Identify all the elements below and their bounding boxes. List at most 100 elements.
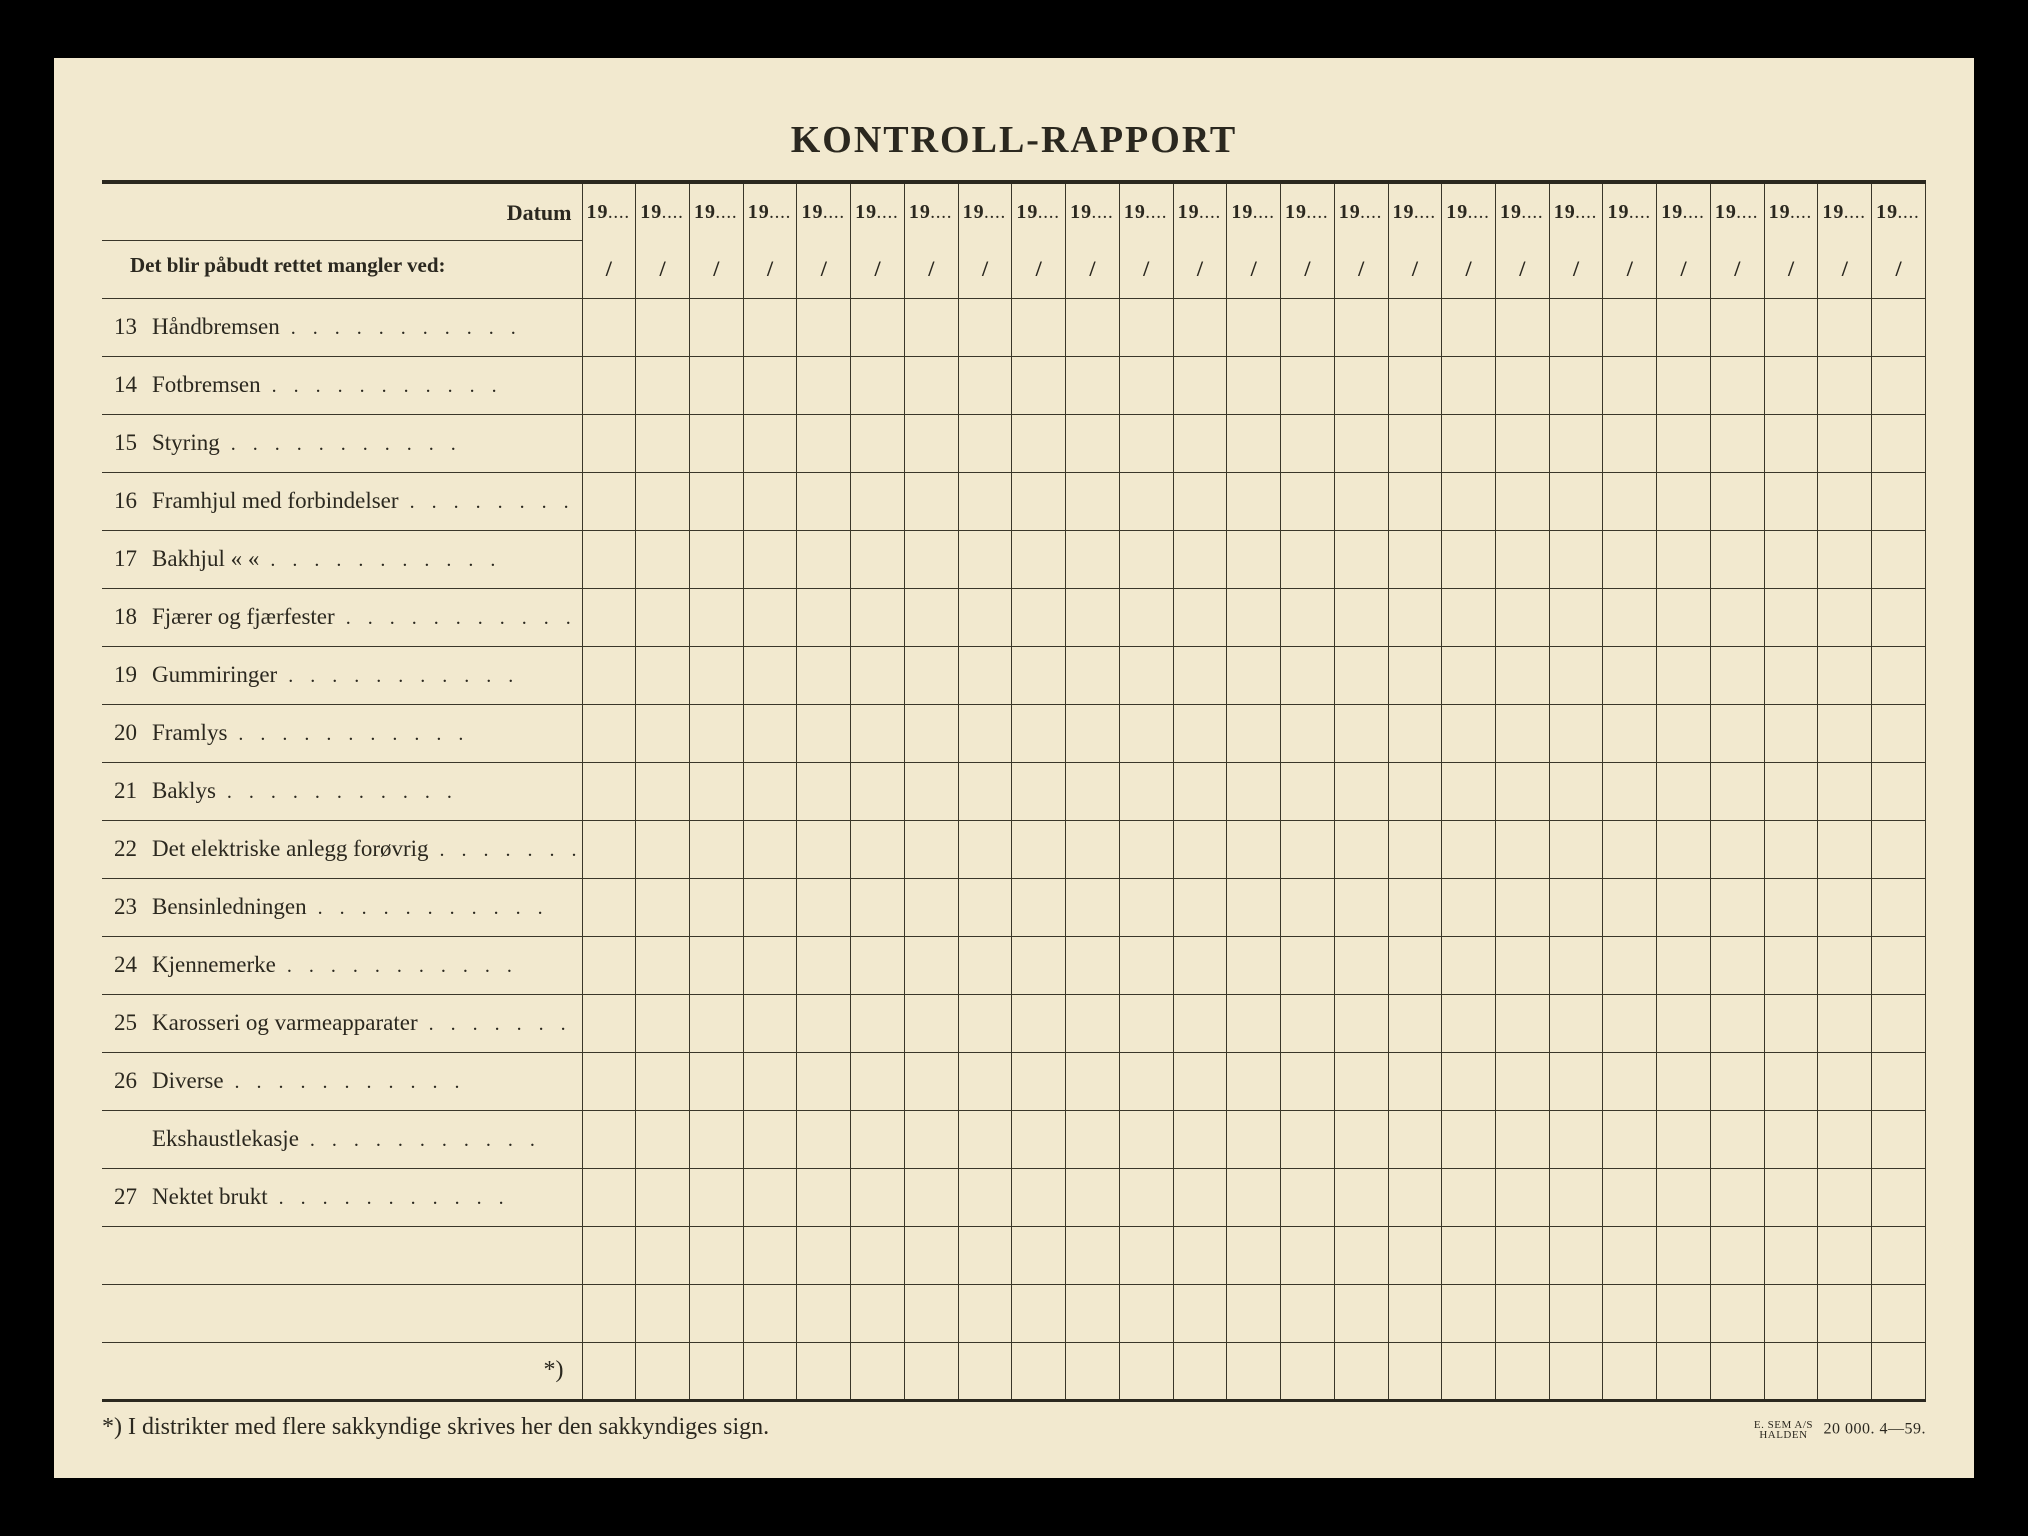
grid-cell (1012, 1226, 1066, 1284)
grid-cell (636, 1284, 690, 1342)
grid-cell (1066, 1168, 1120, 1226)
grid-cell (1388, 530, 1442, 588)
grid-cell (1227, 530, 1281, 588)
row-label: 21Baklys . . . . . . . . . . . (102, 762, 582, 820)
grid-cell (1066, 994, 1120, 1052)
row-label (102, 1226, 582, 1284)
grid-cell (636, 762, 690, 820)
grid-cell (743, 704, 797, 762)
grid-cell (1872, 646, 1926, 704)
grid-cell (1281, 994, 1335, 1052)
grid-cell (1119, 1284, 1173, 1342)
grid-cell (904, 1284, 958, 1342)
grid-cell (1818, 530, 1872, 588)
grid-cell (797, 1226, 851, 1284)
grid-cell (743, 356, 797, 414)
grid-cell (1119, 994, 1173, 1052)
grid-cell (1281, 1052, 1335, 1110)
grid-cell (1334, 1052, 1388, 1110)
date-col-year: 19.... (958, 182, 1012, 240)
grid-cell (1657, 1052, 1711, 1110)
grid-cell (1227, 994, 1281, 1052)
grid-cell (1872, 994, 1926, 1052)
grid-cell (1334, 646, 1388, 704)
grid-cell (904, 994, 958, 1052)
grid-cell (1442, 472, 1496, 530)
grid-cell (1066, 414, 1120, 472)
grid-cell (1227, 878, 1281, 936)
grid-cell (1710, 1052, 1764, 1110)
grid-cell (1872, 704, 1926, 762)
grid-cell (1066, 1284, 1120, 1342)
table-row: 20Framlys . . . . . . . . . . . (102, 704, 1926, 762)
grid-cell (1442, 414, 1496, 472)
grid-cell (1388, 298, 1442, 356)
table-row: 25Karosseri og varmeapparater . . . . . … (102, 994, 1926, 1052)
grid-cell (1549, 820, 1603, 878)
table-row: 24Kjennemerke . . . . . . . . . . . (102, 936, 1926, 994)
grid-cell (851, 298, 905, 356)
grid-cell (1334, 1284, 1388, 1342)
grid-cell (1281, 472, 1335, 530)
grid-cell (1872, 1226, 1926, 1284)
grid-cell (1119, 298, 1173, 356)
grid-cell (1119, 588, 1173, 646)
grid-cell (636, 994, 690, 1052)
grid-cell (1710, 356, 1764, 414)
grid-cell (636, 472, 690, 530)
grid-cell (689, 646, 743, 704)
grid-cell (1334, 588, 1388, 646)
grid-cell (1495, 762, 1549, 820)
signature-row: *) (102, 1342, 1926, 1400)
grid-cell (958, 1168, 1012, 1226)
grid-cell (1549, 936, 1603, 994)
grid-cell (1549, 762, 1603, 820)
grid-cell (797, 414, 851, 472)
grid-cell (1388, 1052, 1442, 1110)
grid-cell (851, 1226, 905, 1284)
grid-cell (1066, 878, 1120, 936)
table-row (102, 1284, 1926, 1342)
grid-cell (797, 878, 851, 936)
grid-cell (904, 298, 958, 356)
date-col-slash: / (1495, 240, 1549, 298)
grid-cell (1657, 356, 1711, 414)
date-col-slash: / (1227, 240, 1281, 298)
grid-cell (743, 994, 797, 1052)
grid-cell (1281, 298, 1335, 356)
grid-cell (1119, 1342, 1173, 1400)
grid-cell (851, 820, 905, 878)
grid-cell (1227, 588, 1281, 646)
grid-cell (958, 356, 1012, 414)
grid-cell (1603, 1342, 1657, 1400)
grid-cell (743, 762, 797, 820)
grid-cell (1818, 472, 1872, 530)
grid-cell (1173, 1342, 1227, 1400)
grid-cell (689, 1052, 743, 1110)
grid-cell (1818, 936, 1872, 994)
grid-cell (1657, 530, 1711, 588)
grid-cell (797, 1052, 851, 1110)
grid-cell (743, 1110, 797, 1168)
grid-cell (1173, 1052, 1227, 1110)
grid-cell (1334, 820, 1388, 878)
grid-cell (1818, 298, 1872, 356)
table-row: 23Bensinledningen . . . . . . . . . . . (102, 878, 1926, 936)
grid-cell (1442, 1052, 1496, 1110)
grid-cell (636, 356, 690, 414)
grid-cell (1227, 1052, 1281, 1110)
date-col-slash: / (1012, 240, 1066, 298)
row-label: 19Gummiringer . . . . . . . . . . . (102, 646, 582, 704)
grid-cell (1657, 762, 1711, 820)
grid-cell (1334, 704, 1388, 762)
grid-cell (1334, 356, 1388, 414)
row-label: 26Diverse . . . . . . . . . . . (102, 1052, 582, 1110)
grid-cell (743, 820, 797, 878)
grid-cell (1119, 820, 1173, 878)
grid-cell (851, 994, 905, 1052)
grid-cell (1388, 1110, 1442, 1168)
date-col-slash: / (1603, 240, 1657, 298)
grid-cell (1012, 356, 1066, 414)
grid-cell (1818, 820, 1872, 878)
grid-cell (904, 1052, 958, 1110)
